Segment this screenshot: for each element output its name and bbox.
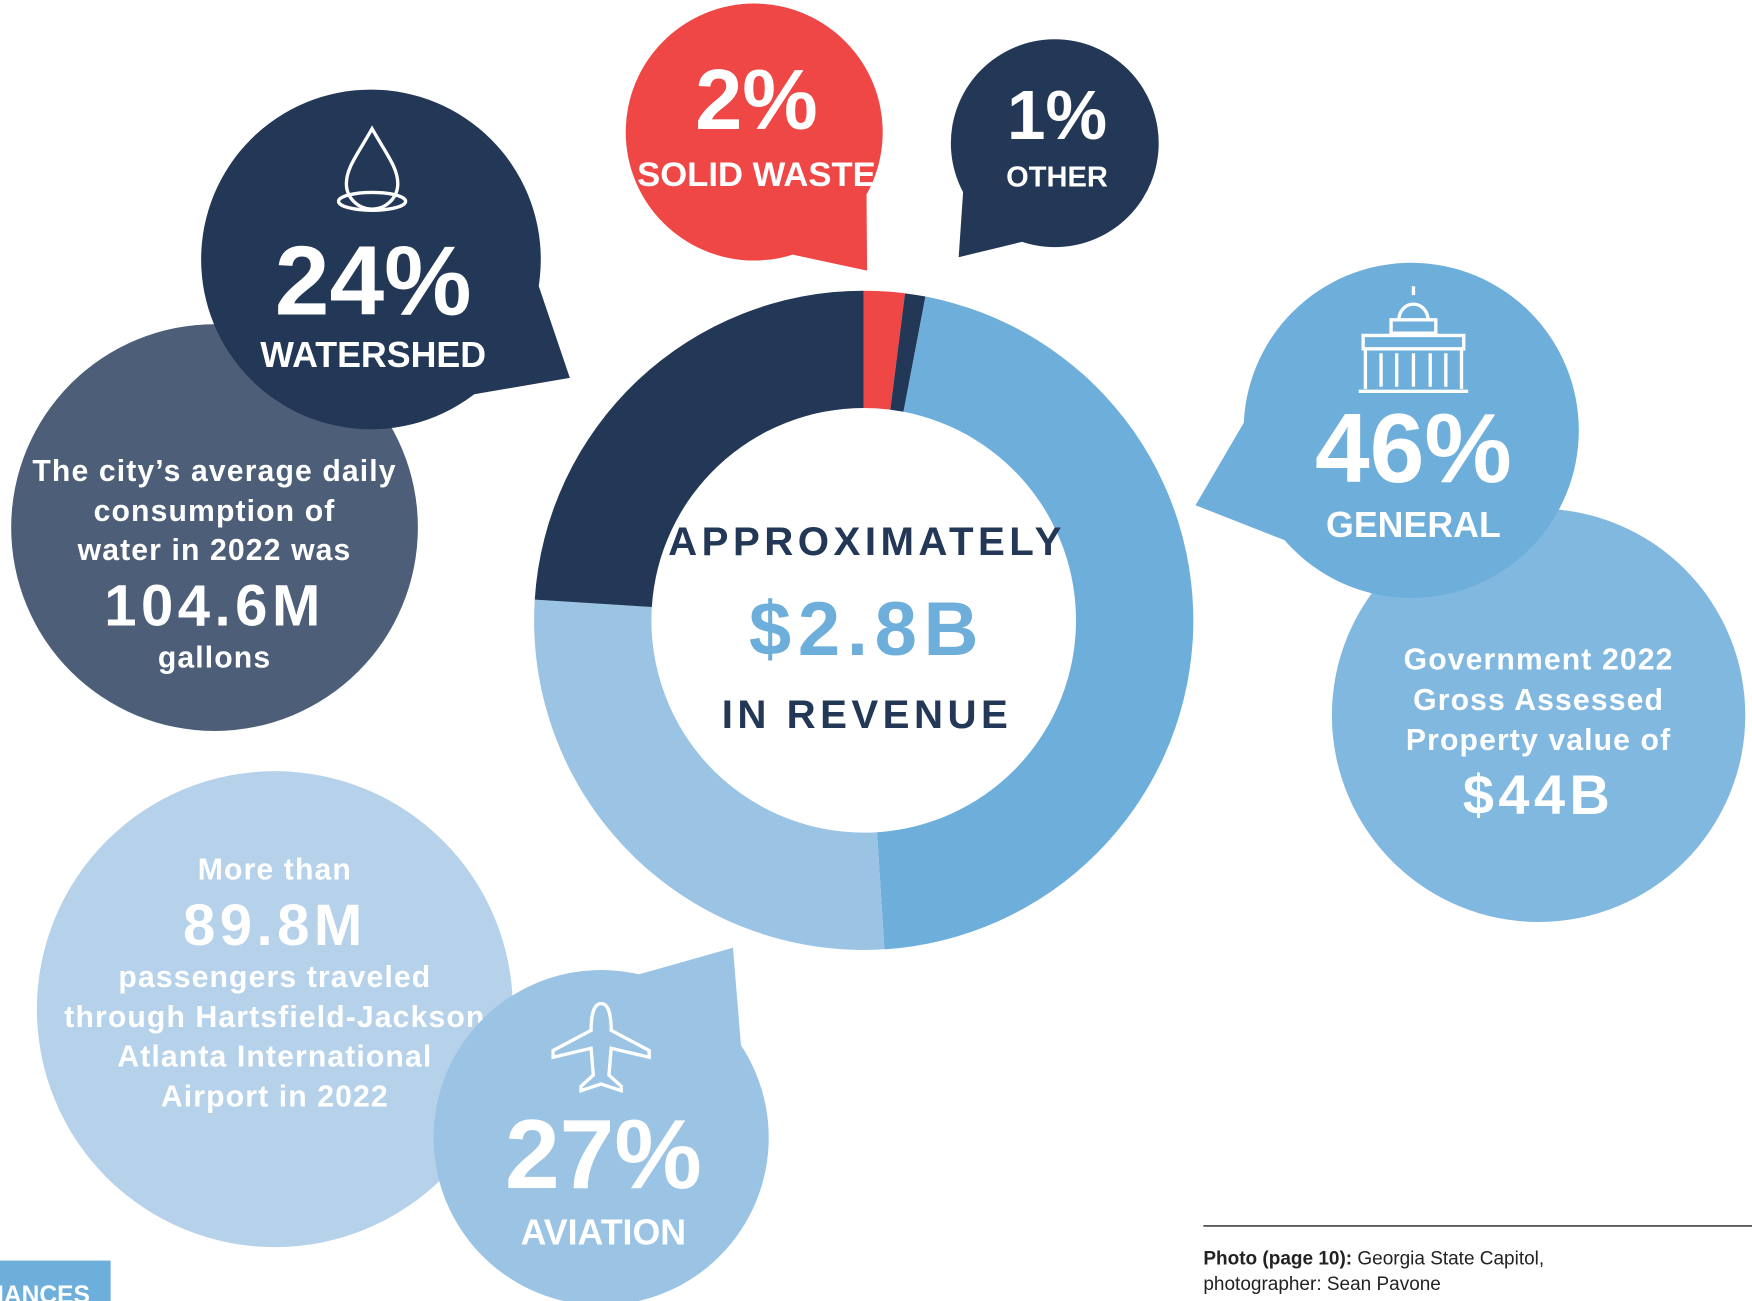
percent-bubbles: 2% SOLID WASTE 1% OTHER 46%GENERAL 27%AVIATIO… [201, 3, 1579, 1301]
center-label: IN REVENUE [722, 692, 1013, 737]
donut-slice [877, 296, 1194, 950]
fact-bubble [36, 771, 513, 1248]
footer-label: Photo (page 10): [1203, 1248, 1352, 1269]
footer-text: Georgia State Capitol, [1357, 1248, 1544, 1269]
percent-label: 46% [1315, 393, 1512, 503]
center-text: APPROXIMATELY $2.8B IN REVENUE [668, 519, 1066, 737]
bubble [625, 3, 883, 261]
footer-line-1: Photo (page 10): Georgia State Capitol, [1203, 1248, 1544, 1269]
fact-text: Airport in 2022 [161, 1081, 389, 1114]
fact-text: Government 2022 [1404, 644, 1674, 677]
fact-bubble [1331, 508, 1746, 923]
category-label: GENERAL [1326, 505, 1501, 545]
fact-text: gallons [158, 641, 271, 674]
plane-icon [551, 1001, 651, 1094]
drop-icon [336, 125, 408, 212]
section-tab-label: NANCES [0, 1282, 90, 1301]
fact-bubble [11, 324, 418, 731]
fact-text: through Hartsfield-Jackson [64, 1001, 485, 1034]
icons [336, 125, 1469, 1094]
percent-label: 27% [505, 1099, 702, 1209]
donut-slice [890, 293, 926, 412]
fact-text: The city’s average daily [32, 455, 396, 488]
category-label: AVIATION [521, 1212, 687, 1252]
category-label: SOLID WASTE [637, 156, 876, 194]
bubble [201, 89, 541, 430]
fact-text: water in 2022 was [77, 534, 352, 567]
donut-slice [534, 599, 885, 950]
center-label: APPROXIMATELY [668, 519, 1066, 564]
bubble [950, 39, 1159, 248]
center-label: $2.8B [749, 587, 985, 672]
fact-bubbles: The city’s average daily consumption of wa… [11, 324, 1746, 1248]
fact-text: Property value of [1406, 724, 1671, 757]
fact-text: 104.6M [104, 574, 325, 639]
fact-text: Gross Assessed [1413, 684, 1664, 717]
donut-slice [863, 290, 906, 410]
section-tab [0, 1260, 111, 1301]
capitol-icon [1358, 286, 1469, 393]
bubble [1243, 262, 1579, 598]
fact-text: consumption of [94, 495, 336, 528]
percent-label: 1% [1007, 76, 1107, 154]
bubble-tail [1195, 422, 1285, 541]
fact-text: passengers traveled [118, 961, 431, 994]
fact-text: 89.8M [183, 893, 367, 958]
fact-text: Atlanta International [117, 1040, 432, 1073]
percent-label: 24% [275, 225, 472, 335]
donut-slice [534, 290, 864, 608]
footer-line-2: photographer: Sean Pavone [1203, 1274, 1441, 1295]
category-label: WATERSHED [260, 335, 486, 375]
bubble [433, 970, 769, 1301]
percent-label: 2% [695, 52, 818, 147]
donut [534, 290, 1194, 950]
category-label: OTHER [1006, 162, 1108, 194]
fact-text: $44B [1463, 763, 1614, 826]
fact-text: More than [198, 854, 352, 887]
